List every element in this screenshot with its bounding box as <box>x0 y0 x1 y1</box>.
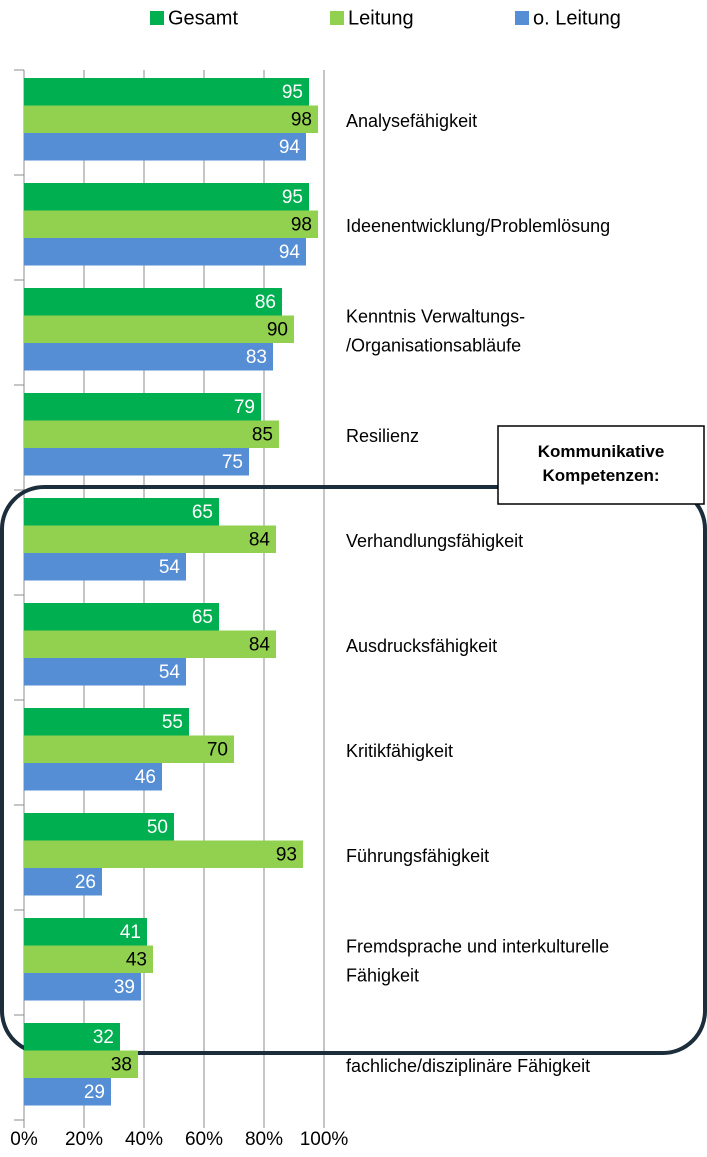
bar <box>24 420 279 448</box>
value-label: 75 <box>222 452 243 473</box>
bar <box>24 343 273 371</box>
bar <box>24 1078 111 1106</box>
bar <box>24 238 306 266</box>
value-label: 54 <box>159 557 181 578</box>
legend-label: o. Leitung <box>533 7 621 29</box>
category-label: Verhandlungsfähigkeit <box>346 531 523 551</box>
bar <box>24 945 153 973</box>
legend-swatch <box>515 11 529 25</box>
bar <box>24 315 294 343</box>
bar <box>24 210 318 238</box>
bar <box>24 105 318 133</box>
bar <box>24 78 309 106</box>
bar <box>24 918 147 946</box>
value-label: 32 <box>93 1027 114 1048</box>
value-label: 84 <box>249 529 271 550</box>
category-label: Resilienz <box>346 426 419 446</box>
category-label: Ideenentwicklung/Problemlösung <box>346 216 610 236</box>
x-tick-label: 0% <box>10 1129 38 1150</box>
value-label: 90 <box>267 319 288 340</box>
bar <box>24 735 234 763</box>
category-label: Fremdsprache und interkulturelle Fähigkei… <box>346 936 609 985</box>
value-label: 95 <box>282 187 303 208</box>
annotation-box <box>497 425 705 505</box>
bar <box>24 813 174 841</box>
annotation: Kommunikative Kompetenzen: <box>538 442 665 485</box>
value-label: 79 <box>234 397 255 418</box>
bar <box>24 630 276 658</box>
value-label: 95 <box>282 82 303 103</box>
value-label: 84 <box>249 634 271 655</box>
value-label: 70 <box>207 739 228 760</box>
value-label: 46 <box>135 767 156 788</box>
value-label: 43 <box>126 949 147 970</box>
bar <box>24 708 189 736</box>
bar <box>24 288 282 316</box>
value-label: 98 <box>291 214 312 235</box>
legend-swatch <box>150 11 164 25</box>
bar <box>24 1023 120 1051</box>
value-label: 50 <box>147 817 168 838</box>
value-label: 39 <box>114 977 135 998</box>
x-tick-label: 60% <box>185 1129 223 1150</box>
x-tick-label: 100% <box>300 1129 349 1150</box>
value-label: 65 <box>192 607 213 628</box>
value-label: 38 <box>111 1054 132 1075</box>
bar <box>24 840 303 868</box>
value-label: 93 <box>276 844 297 865</box>
bar <box>24 183 309 211</box>
value-label: 41 <box>120 922 141 943</box>
bar <box>24 868 102 896</box>
value-label: 86 <box>255 292 276 313</box>
bar <box>24 973 141 1001</box>
legend-label: Gesamt <box>168 7 238 29</box>
bar <box>24 393 261 421</box>
value-label: 85 <box>252 424 273 445</box>
value-label: 29 <box>84 1082 105 1103</box>
category-label: fachliche/disziplinäre Fähigkeit <box>346 1056 590 1076</box>
value-label: 94 <box>279 137 301 158</box>
value-label: 83 <box>246 347 267 368</box>
bar <box>24 603 219 631</box>
category-label: Ausdrucksfähigkeit <box>346 636 497 656</box>
bar <box>24 498 219 526</box>
value-label: 98 <box>291 109 312 130</box>
legend-swatch <box>330 11 344 25</box>
bar <box>24 763 162 791</box>
legend-label: Leitung <box>348 7 414 29</box>
x-tick-label: 20% <box>65 1129 103 1150</box>
category-label: Kenntnis Verwaltungs-/Organisationsabläu… <box>346 306 525 355</box>
category-label: Analysefähigkeit <box>346 111 477 131</box>
value-label: 54 <box>159 662 181 683</box>
category-label: Kritikfähigkeit <box>346 741 453 761</box>
value-label: 94 <box>279 242 301 263</box>
group-outline <box>0 485 707 1055</box>
bar <box>24 448 249 476</box>
category-label: Führungsfähigkeit <box>346 846 489 866</box>
bar <box>24 525 276 553</box>
bar <box>24 658 186 686</box>
x-tick-label: 80% <box>245 1129 283 1150</box>
bar <box>24 553 186 581</box>
x-tick-label: 40% <box>125 1129 163 1150</box>
value-label: 55 <box>162 712 183 733</box>
bar <box>24 1050 138 1078</box>
value-label: 26 <box>75 872 96 893</box>
value-label: 65 <box>192 502 213 523</box>
bar <box>24 133 306 161</box>
